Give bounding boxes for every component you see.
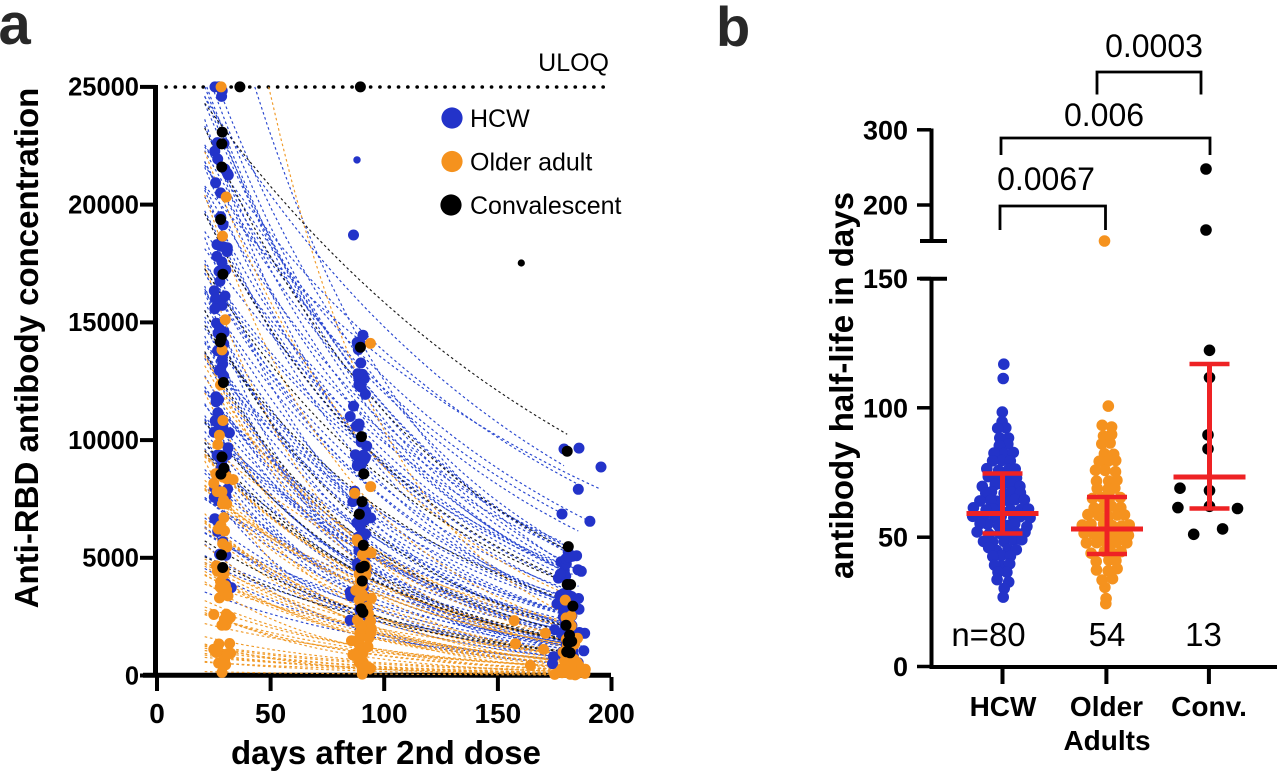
svg-text:b: b [716,0,750,58]
svg-text:Conv.: Conv. [1171,691,1247,722]
svg-text:54: 54 [1089,616,1126,653]
svg-text:150: 150 [475,698,522,729]
svg-text:days after 2nd dose: days after 2nd dose [231,734,541,771]
svg-text:0.0067: 0.0067 [997,161,1095,197]
svg-text:300: 300 [863,115,908,145]
svg-text:HCW: HCW [470,105,530,133]
svg-text:15000: 15000 [68,309,139,337]
svg-text:ULOQ: ULOQ [538,49,609,77]
svg-text:200: 200 [863,191,908,221]
svg-text:0.006: 0.006 [1064,97,1144,133]
svg-text:Convalescent: Convalescent [470,192,622,220]
svg-text:150: 150 [863,264,908,294]
svg-text:20000: 20000 [68,191,139,219]
svg-text:0: 0 [149,698,165,729]
svg-text:Anti-RBD antibody concentratio: Anti-RBD antibody concentration [8,88,45,609]
svg-text:25000: 25000 [68,74,139,102]
svg-text:Older: Older [1070,691,1143,722]
svg-text:100: 100 [863,393,908,423]
svg-text:a: a [0,0,32,57]
svg-text:50: 50 [878,523,908,553]
svg-text:13: 13 [1185,616,1222,653]
svg-text:0: 0 [893,652,908,682]
svg-text:0.0003: 0.0003 [1105,28,1203,64]
svg-text:n=80: n=80 [951,616,1025,653]
svg-text:5000: 5000 [82,545,139,573]
svg-text:Adults: Adults [1063,725,1150,756]
svg-text:200: 200 [588,698,635,729]
svg-text:100: 100 [361,698,408,729]
svg-text:50: 50 [255,698,286,729]
svg-text:0: 0 [125,662,139,690]
svg-text:HCW: HCW [970,691,1037,722]
svg-text:antibody half-life in days: antibody half-life in days [823,192,860,579]
svg-text:Older adult: Older adult [470,149,592,177]
svg-text:10000: 10000 [68,427,139,455]
